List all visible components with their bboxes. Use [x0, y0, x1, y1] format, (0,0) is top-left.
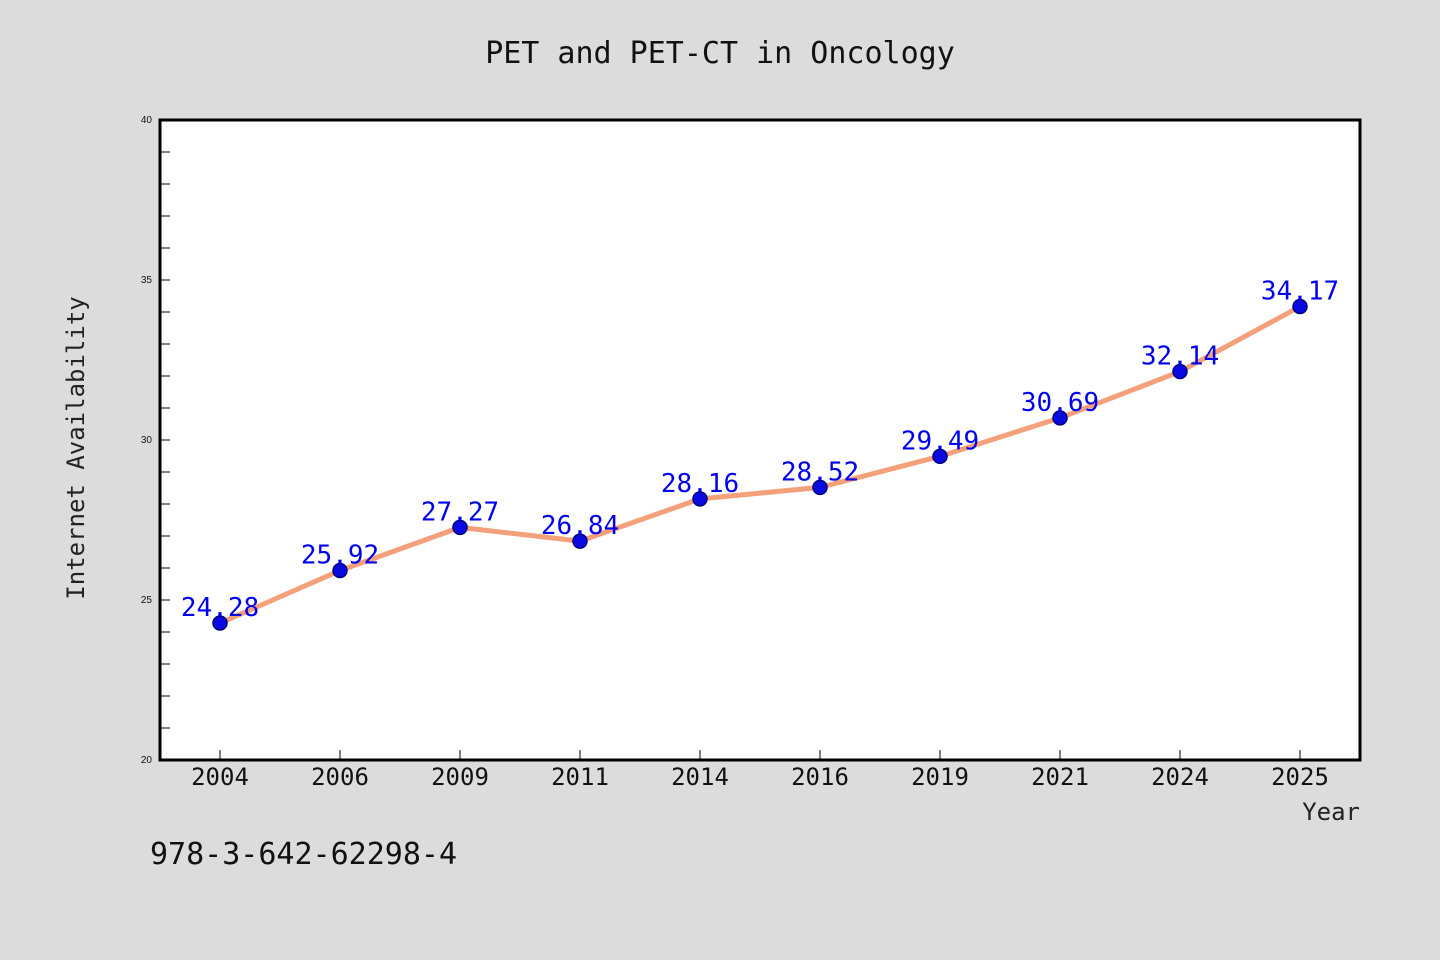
data-label: 26.84: [541, 511, 619, 541]
data-label: 24.28: [181, 593, 259, 623]
data-point: [812, 479, 828, 496]
y-axis-label: Internet Availability: [62, 296, 90, 599]
x-axis: 2004 2006 2009 2011 2014 2016 2019 2021 2024 2025: [191, 750, 1329, 791]
data-point: [332, 562, 348, 579]
data-label: 30.69: [1021, 388, 1099, 418]
data-label: 34.17: [1261, 277, 1339, 307]
data-label-group: 24.28 25.92 27.27 26.84 28.16 28.52 29.49 30.69…: [181, 277, 1339, 623]
x-tick-label: 2011: [551, 763, 609, 791]
data-point: [692, 491, 708, 507]
x-tick-label: 2021: [1031, 763, 1089, 791]
data-point: [1172, 363, 1188, 380]
y-tick-label: 25: [141, 595, 153, 606]
x-tick-label: 2024: [1151, 763, 1209, 791]
data-point: [1292, 298, 1308, 315]
y-tick-label: 40: [141, 115, 153, 126]
x-tick-label: 2019: [911, 763, 969, 791]
y-tick-label: 35: [141, 275, 153, 286]
data-point: [212, 615, 228, 631]
y-tick-label: 30: [141, 435, 153, 446]
data-point: [452, 519, 468, 536]
data-label: 27.27: [421, 497, 499, 527]
data-label: 25.92: [301, 541, 379, 571]
plot-area: [158, 118, 1362, 762]
series-line: [217, 304, 1303, 626]
y-tick-label: 20: [141, 755, 153, 766]
x-tick-label: 2025: [1271, 763, 1329, 791]
data-point: [1052, 410, 1068, 426]
y-axis: 20 25 30 35 40: [141, 115, 170, 766]
x-axis-label: Year: [1302, 798, 1360, 826]
isbn-footnote: 978-3-642-62298-4: [150, 837, 457, 872]
data-label: 28.16: [661, 469, 739, 499]
chart-title: PET and PET-CT in Oncology: [485, 36, 955, 71]
data-point: [932, 448, 948, 465]
x-tick-label: 2009: [431, 763, 489, 791]
series-line-group: [212, 298, 1308, 631]
x-tick-label: 2014: [671, 763, 729, 791]
data-label: 28.52: [781, 457, 859, 487]
data-label: 29.49: [901, 426, 979, 456]
x-tick-label: 2016: [791, 763, 849, 791]
data-label: 32.14: [1141, 342, 1219, 372]
x-tick-label: 2006: [311, 763, 369, 791]
x-tick-label: 2004: [191, 763, 249, 791]
data-point: [572, 533, 588, 549]
